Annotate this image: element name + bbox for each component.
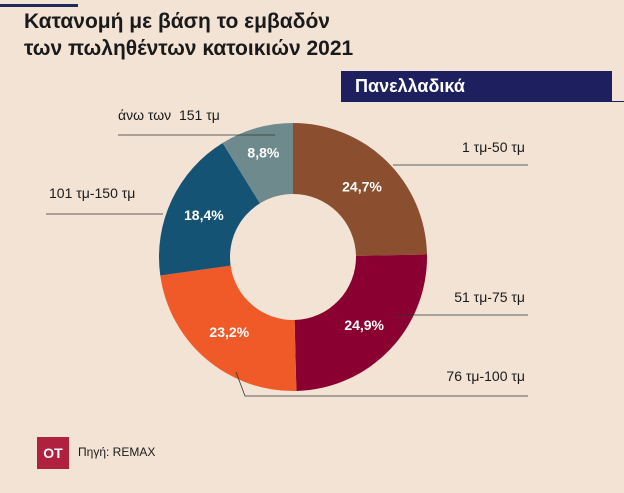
slice-51-75-category-label: 51 τμ-75 τμ xyxy=(454,289,525,305)
slice-151-plus-value-label: 8,8% xyxy=(247,145,279,161)
top-accent-rule xyxy=(0,4,78,7)
slice-51-75 xyxy=(294,254,427,391)
title-line-1: Κατανομή με βάση το εμβαδόν xyxy=(24,10,330,33)
ot-logo: ΟΤ xyxy=(37,437,69,469)
page-title: Κατανομή με βάση το εμβαδόν των πωληθέντ… xyxy=(24,8,404,62)
badge-underline xyxy=(341,101,624,102)
title-line-2: των πωληθέντων κατοικιών 2021 xyxy=(24,37,354,60)
slice-76-100 xyxy=(160,265,297,391)
source-note: Πηγή: REMAX xyxy=(78,445,156,459)
slice-101-150-category-label: 101 τμ-150 τμ xyxy=(49,185,135,201)
slice-101-150 xyxy=(159,142,260,276)
slice-1-50-value-label: 24,7% xyxy=(342,179,382,195)
region-badge: Πανελλαδικά xyxy=(341,71,612,101)
slice-76-100-value-label: 23,2% xyxy=(209,324,249,340)
slice-1-50 xyxy=(293,123,427,256)
slice-101-150-value-label: 18,4% xyxy=(184,207,224,223)
slice-51-75-value-label: 24,9% xyxy=(344,317,384,333)
slice-76-100-leader-line xyxy=(235,371,528,397)
slice-1-50-category-label: 1 τμ-50 τμ xyxy=(462,139,525,155)
slice-76-100-category-label: 76 τμ-100 τμ xyxy=(446,368,525,384)
slice-151-plus xyxy=(222,123,293,204)
slice-151-plus-category-label: άνω των 151 τμ xyxy=(118,107,220,123)
